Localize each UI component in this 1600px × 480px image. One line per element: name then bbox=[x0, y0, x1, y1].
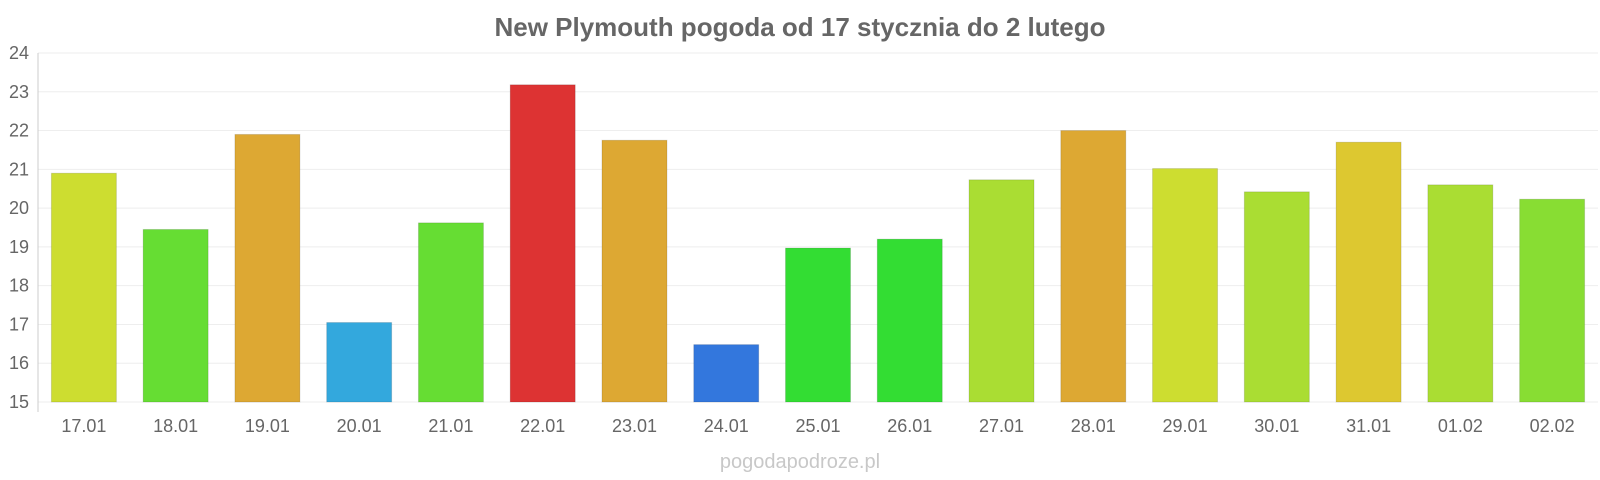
y-tick-label: 19 bbox=[9, 237, 29, 257]
watermark: pogodapodroze.pl bbox=[720, 451, 880, 473]
x-tick-label: 28.01 bbox=[1071, 416, 1116, 436]
y-tick-label: 17 bbox=[9, 314, 29, 334]
bar-20.01 bbox=[326, 322, 393, 403]
bar-30.01 bbox=[1243, 191, 1310, 403]
x-tick-label: 30.01 bbox=[1254, 416, 1299, 436]
bar-02.02 bbox=[1519, 198, 1586, 403]
bars bbox=[50, 84, 1586, 403]
bar-26.01 bbox=[876, 238, 943, 403]
bar-27.01 bbox=[968, 179, 1035, 403]
y-tick-label: 23 bbox=[9, 82, 29, 102]
bar-29.01 bbox=[1152, 168, 1219, 403]
bar-18.01 bbox=[142, 228, 209, 403]
bar-01.02 bbox=[1427, 184, 1494, 403]
y-tick-label: 20 bbox=[9, 198, 29, 218]
y-tick-label: 18 bbox=[9, 276, 29, 296]
bar-17.01 bbox=[50, 172, 117, 403]
x-tick-label: 01.02 bbox=[1438, 416, 1483, 436]
y-tick-label: 16 bbox=[9, 353, 29, 373]
x-axis-ticks: 17.01 18.01 19.01 20.01 21.01 22.01 23.01 24.01… bbox=[61, 416, 1574, 436]
x-tick-label: 18.01 bbox=[153, 416, 198, 436]
x-tick-label: 21.01 bbox=[428, 416, 473, 436]
x-tick-label: 25.01 bbox=[795, 416, 840, 436]
bar-22.01 bbox=[509, 84, 576, 403]
bar-19.01 bbox=[234, 133, 301, 403]
chart-title: New Plymouth pogoda od 17 stycznia do 2 … bbox=[494, 12, 1105, 42]
bar-25.01 bbox=[785, 247, 851, 403]
y-tick-label: 24 bbox=[9, 43, 29, 63]
x-tick-label: 31.01 bbox=[1346, 416, 1391, 436]
x-tick-label: 22.01 bbox=[520, 416, 565, 436]
x-tick-label: 27.01 bbox=[979, 416, 1024, 436]
x-tick-label: 24.01 bbox=[704, 416, 749, 436]
bar-24.01 bbox=[693, 344, 760, 403]
x-tick-label: 29.01 bbox=[1163, 416, 1208, 436]
y-tick-label: 15 bbox=[9, 392, 29, 412]
x-tick-label: 20.01 bbox=[337, 416, 382, 436]
bar-21.01 bbox=[417, 222, 484, 403]
y-axis-ticks: 15 16 17 18 19 20 21 22 23 24 bbox=[9, 43, 29, 412]
x-tick-label: 23.01 bbox=[612, 416, 657, 436]
bar-31.01 bbox=[1335, 141, 1402, 403]
x-tick-label: 17.01 bbox=[61, 416, 106, 436]
bar-28.01 bbox=[1060, 130, 1127, 403]
bar-23.01 bbox=[601, 139, 668, 403]
x-tick-label: 19.01 bbox=[245, 416, 290, 436]
x-tick-label: 02.02 bbox=[1530, 416, 1575, 436]
y-tick-label: 21 bbox=[9, 159, 29, 179]
y-tick-label: 22 bbox=[9, 121, 29, 141]
x-tick-label: 26.01 bbox=[887, 416, 932, 436]
